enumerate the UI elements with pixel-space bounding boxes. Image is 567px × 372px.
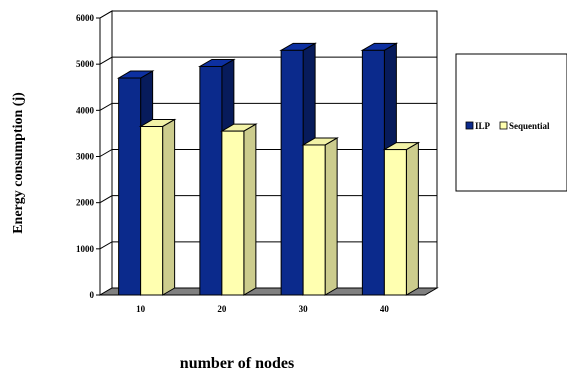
legend-swatch-ilp [465, 121, 474, 130]
bar-front [361, 49, 385, 296]
bar-sequential-40 [382, 141, 421, 296]
x-tick-label-10: 10 [136, 304, 146, 314]
legend-swatch-sequential [499, 121, 508, 130]
y-axis-ticks: 0 1000 2000 3000 4000 5000 6000 [76, 13, 101, 300]
x-tick-label-40: 40 [380, 304, 390, 314]
bar-front [383, 149, 407, 296]
gridline [99, 56, 437, 65]
bar-sequential-20 [220, 123, 258, 296]
legend-label-ilp: ILP [475, 121, 491, 131]
legend-label-sequential: Sequential [509, 121, 550, 131]
bar-front [302, 144, 326, 296]
bar-sequential-10 [138, 118, 177, 296]
x-tick-label-30: 30 [299, 304, 309, 314]
bar-side [243, 123, 257, 296]
gridline [99, 102, 437, 111]
y-tick-label: 3000 [76, 152, 95, 162]
bar-side [405, 141, 419, 296]
y-tick-label: 1000 [76, 244, 95, 254]
bar-front [140, 125, 164, 296]
bar-front [221, 130, 245, 296]
y-tick-label: 6000 [76, 13, 95, 23]
y-tick-label: 5000 [76, 59, 95, 69]
x-axis-label: number of nodes [180, 355, 294, 372]
bar-front [280, 49, 304, 296]
y-tick-label: 2000 [76, 198, 95, 208]
legend-box [455, 53, 567, 192]
legend: ILP Sequential [455, 53, 567, 192]
x-tick-label-20: 20 [217, 304, 227, 314]
x-axis-ticks: 10 20 30 40 [136, 304, 389, 314]
bar-side [162, 118, 176, 296]
bar-front [199, 65, 223, 296]
gridline [99, 10, 437, 19]
y-tick-label: 4000 [76, 105, 95, 115]
y-axis-label: Energy consumption (j) [11, 92, 26, 234]
bar-sequential-30 [301, 137, 339, 296]
y-tick-label: 0 [90, 290, 95, 300]
bar-side [324, 137, 338, 296]
bars [116, 42, 421, 296]
bar-front [118, 77, 142, 296]
